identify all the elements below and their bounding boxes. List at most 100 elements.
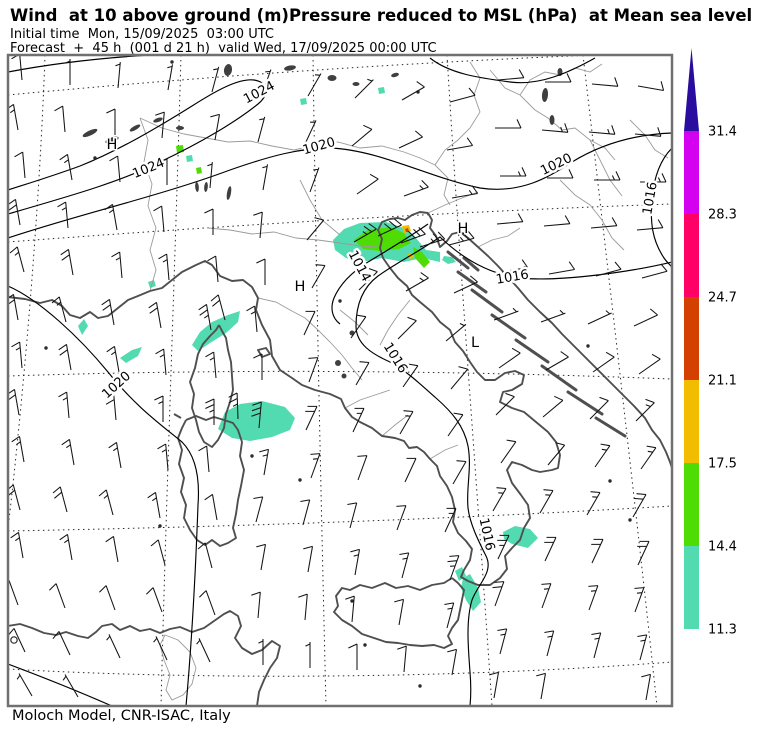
wind-barb bbox=[54, 105, 66, 133]
wind-barb bbox=[211, 66, 220, 93]
islands bbox=[446, 250, 627, 438]
station-dot bbox=[250, 454, 254, 458]
wind-barb bbox=[11, 435, 25, 463]
wind-barb bbox=[591, 538, 604, 564]
wind-barb bbox=[634, 587, 645, 613]
terrain-mark bbox=[541, 88, 549, 102]
wind-barb bbox=[199, 590, 216, 616]
wind-barb bbox=[444, 507, 457, 533]
wind-barb bbox=[591, 632, 602, 659]
grid-line bbox=[8, 55, 46, 521]
wind-barb bbox=[398, 130, 423, 149]
wind-barb bbox=[11, 341, 23, 369]
initial-time-line: Initial time Mon, 15/09/2025 03:00 UTC bbox=[10, 27, 274, 42]
coastline bbox=[257, 347, 271, 358]
wind-barb bbox=[489, 671, 500, 699]
wind-barb bbox=[307, 73, 322, 97]
wind-barb bbox=[377, 218, 402, 237]
wind-barb bbox=[49, 583, 66, 609]
wind-barb bbox=[105, 393, 117, 421]
wind-speed-patch bbox=[300, 98, 307, 105]
border-line bbox=[477, 227, 521, 248]
wind-barb bbox=[403, 180, 429, 197]
wind-barb bbox=[497, 534, 510, 560]
wind-barb bbox=[8, 293, 19, 321]
wind-barb bbox=[495, 392, 515, 416]
wind-barb bbox=[353, 223, 377, 243]
wind-barb bbox=[155, 111, 165, 139]
wind-barb bbox=[595, 261, 622, 277]
wind-barb bbox=[500, 439, 517, 464]
border-line bbox=[429, 444, 459, 460]
wind-barb bbox=[204, 208, 214, 235]
wind-barb bbox=[306, 217, 325, 241]
terrain-mark bbox=[549, 115, 555, 125]
wind-barb bbox=[259, 448, 270, 476]
wind-barb bbox=[153, 205, 165, 233]
isobar-line bbox=[331, 223, 429, 325]
legend-band bbox=[684, 380, 699, 463]
wind-barb bbox=[399, 410, 414, 435]
wind-barb bbox=[545, 73, 572, 83]
wind-barb bbox=[59, 153, 73, 181]
wind-barb bbox=[641, 263, 668, 279]
wind-barb bbox=[348, 643, 358, 670]
terrain-mark bbox=[284, 65, 296, 71]
terrain-mark bbox=[129, 124, 141, 132]
terrain-mark bbox=[352, 82, 360, 86]
wind-barb bbox=[148, 301, 162, 329]
wind-barb bbox=[207, 162, 213, 189]
wind-barb bbox=[158, 253, 170, 281]
wind-barb bbox=[65, 59, 71, 85]
wind-barb bbox=[51, 296, 67, 323]
lake bbox=[341, 373, 347, 379]
wind-barb bbox=[11, 55, 23, 81]
pressure-center-L: L bbox=[471, 335, 479, 351]
wind-barb bbox=[167, 64, 174, 91]
wind-barb bbox=[450, 366, 469, 390]
wind-barb bbox=[589, 396, 609, 420]
border-line bbox=[434, 164, 451, 206]
wind-barb bbox=[198, 445, 210, 473]
wind-barb bbox=[10, 531, 24, 559]
wind-barb bbox=[345, 595, 355, 623]
station-dot bbox=[363, 643, 367, 647]
wind-barb bbox=[641, 673, 652, 701]
wind-barb bbox=[405, 272, 429, 292]
wind-barb bbox=[205, 398, 215, 425]
wind-barb bbox=[261, 69, 272, 95]
wind-speed-patch bbox=[186, 155, 193, 162]
legend-arrow bbox=[684, 48, 699, 131]
wind-barb bbox=[634, 127, 662, 137]
coastlines bbox=[8, 211, 672, 706]
wind-barb bbox=[347, 502, 358, 529]
border-line bbox=[159, 634, 197, 701]
legend-band bbox=[684, 131, 699, 214]
island bbox=[456, 270, 488, 294]
station-dot bbox=[608, 479, 612, 483]
wind-barb bbox=[198, 303, 212, 331]
terrain-mark bbox=[204, 182, 208, 192]
station-dot bbox=[44, 346, 48, 350]
terrain-mark bbox=[195, 182, 199, 192]
wind-barb bbox=[587, 310, 612, 325]
border-line bbox=[629, 119, 669, 159]
island bbox=[446, 250, 470, 270]
isobar-label: 1016 bbox=[476, 517, 498, 552]
legend-tick-label: 17.5 bbox=[708, 457, 737, 472]
wind-barb bbox=[447, 412, 464, 437]
legend-tick-label: 11.3 bbox=[708, 623, 737, 638]
pressure-center-H: H bbox=[458, 221, 469, 237]
wind-barb bbox=[305, 405, 318, 431]
pressure-centers: H H H L bbox=[105, 136, 481, 353]
wind-barb bbox=[101, 298, 115, 326]
isobar-line bbox=[8, 55, 151, 73]
wind-barb bbox=[147, 491, 161, 519]
wind-barb bbox=[251, 591, 261, 619]
coastline bbox=[149, 211, 561, 586]
wind-barb bbox=[9, 246, 25, 273]
border-line bbox=[139, 117, 157, 292]
wind-barb bbox=[451, 185, 479, 199]
wind-barb bbox=[547, 169, 574, 179]
terrain-mark bbox=[248, 89, 256, 95]
